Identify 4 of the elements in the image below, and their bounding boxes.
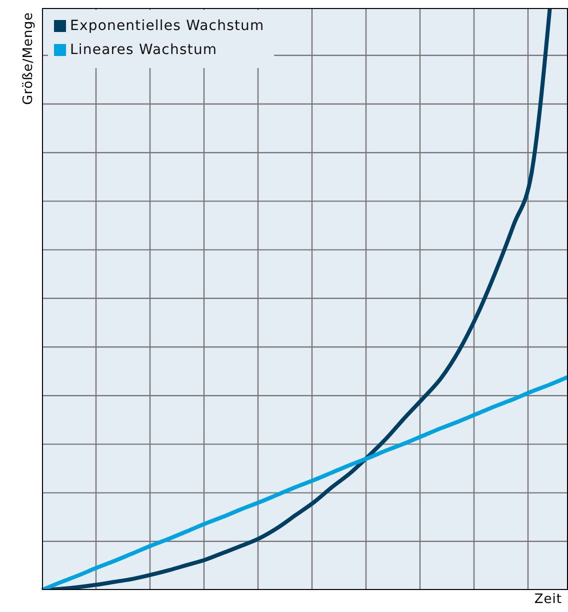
legend-label: Exponentielles Wachstum <box>70 18 264 34</box>
legend-label: Lineares Wachstum <box>70 42 218 58</box>
y-axis-title: Größe/Menge <box>20 12 36 105</box>
x-axis-title: Zeit <box>534 592 562 607</box>
